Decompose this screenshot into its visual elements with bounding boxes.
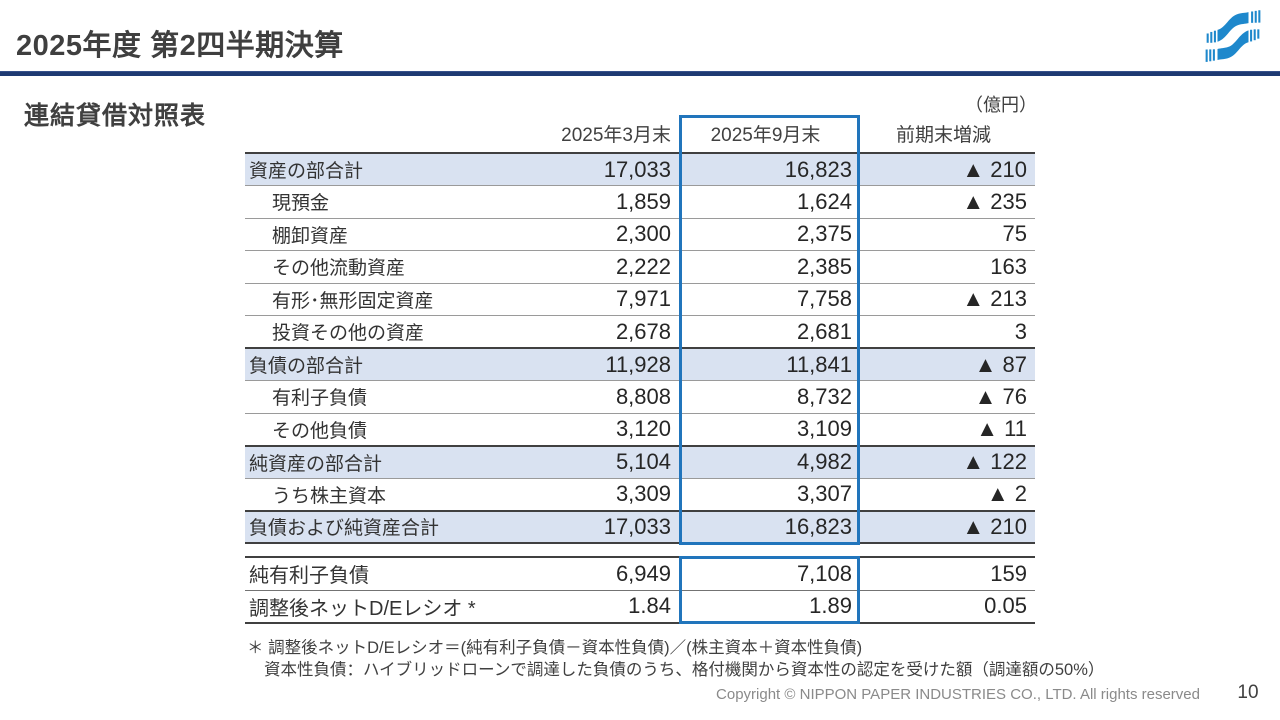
value-change: ▲ 210 (860, 153, 1035, 186)
value-march-end: 6,949 (445, 557, 679, 591)
table-row: 純資産の部合計 5,104 4,982 ▲ 122 (245, 445, 1035, 479)
table-row: 資産の部合計 17,033 16,823 ▲ 210 (245, 153, 1035, 186)
value-september-end: 2,375 (679, 218, 860, 251)
value-change: ▲ 122 (860, 445, 1035, 479)
value-march-end: 3,120 (445, 413, 679, 447)
table-row: 現預金 1,859 1,624 ▲ 235 (245, 185, 1035, 219)
table-row: 調整後ネットD/Eレシオ * 1.84 1.89 0.05 (245, 590, 1035, 624)
value-march-end: 3,309 (445, 478, 679, 512)
value-march-end: 8,808 (445, 380, 679, 414)
value-september-end: 8,732 (679, 380, 860, 414)
value-september-end: 16,823 (679, 510, 860, 544)
row-label: 有形･無形固定資産 (245, 283, 445, 316)
value-september-end: 7,758 (679, 283, 860, 316)
table-row: その他流動資産 2,222 2,385 163 (245, 250, 1035, 284)
header-september-end: 2025年9月末 (679, 115, 860, 154)
metrics-table: 純有利子負債 6,949 7,108 159 調整後ネットD/Eレシオ * 1.84 1.8… (245, 556, 1035, 624)
row-label: 投資その他の資産 (245, 315, 445, 349)
value-change: ▲ 11 (860, 413, 1035, 447)
value-change: 163 (860, 250, 1035, 284)
value-march-end: 1.84 (445, 590, 679, 624)
value-september-end: 3,109 (679, 413, 860, 447)
table-row: うち株主資本 3,309 3,307 ▲ 2 (245, 478, 1035, 512)
value-change: ▲ 76 (860, 380, 1035, 414)
footnote-de-ratio-formula: ＊ 調整後ネットD/Eレシオ＝(純有利子負債－資本性負債)／(株主資本＋資本性負… (247, 639, 863, 657)
row-label: 調整後ネットD/Eレシオ * (245, 590, 476, 624)
nippon-paper-logo-icon (1205, 10, 1261, 62)
unit-label: （億円） (965, 95, 1037, 115)
table-row: その他負債 3,120 3,109 ▲ 11 (245, 413, 1035, 447)
table-row: 純有利子負債 6,949 7,108 159 (245, 557, 1035, 591)
value-september-end: 16,823 (679, 153, 860, 186)
value-september-end: 1,624 (679, 185, 860, 219)
value-september-end: 2,385 (679, 250, 860, 284)
row-label: その他流動資産 (245, 250, 445, 284)
section-heading: 連結貸借対照表 (24, 102, 207, 130)
footnote-hybrid-loan: 資本性負債：ハイブリッドローンで調達した負債のうち、格付機関から資本性の認定を受… (264, 661, 1105, 679)
copyright-text: Copyright © NIPPON PAPER INDUSTRIES CO.,… (716, 686, 1200, 703)
row-label: 棚卸資産 (245, 218, 445, 251)
slide-title: 2025年度 第2四半期決算 (16, 30, 344, 62)
value-march-end: 1,859 (445, 185, 679, 219)
value-september-end: 3,307 (679, 478, 860, 512)
title-divider (0, 71, 1280, 76)
table-row: 投資その他の資産 2,678 2,681 3 (245, 315, 1035, 349)
value-march-end: 7,971 (445, 283, 679, 316)
value-change: 0.05 (860, 590, 1035, 624)
header-march-end: 2025年3月末 (445, 115, 679, 154)
row-label: 有利子負債 (245, 380, 445, 414)
header-label-spacer (245, 115, 445, 154)
value-september-end: 7,108 (679, 557, 860, 591)
page-number: 10 (1237, 682, 1259, 703)
value-march-end: 5,104 (445, 445, 679, 479)
table-row: 負債の部合計 11,928 11,841 ▲ 87 (245, 348, 1035, 381)
table-row: 棚卸資産 2,300 2,375 75 (245, 218, 1035, 251)
value-march-end: 2,222 (445, 250, 679, 284)
value-march-end: 17,033 (445, 153, 679, 186)
value-september-end: 1.89 (679, 590, 860, 624)
value-change: 159 (860, 557, 1035, 591)
row-label: うち株主資本 (245, 478, 445, 512)
value-change: ▲ 2 (860, 478, 1035, 512)
value-change: 3 (860, 315, 1035, 349)
row-label: 純有利子負債 (245, 557, 445, 591)
value-change: ▲ 87 (860, 348, 1035, 381)
header-change: 前期末増減 (860, 115, 1035, 154)
value-march-end: 2,678 (445, 315, 679, 349)
value-september-end: 2,681 (679, 315, 860, 349)
row-label: その他負債 (245, 413, 445, 447)
row-label: 資産の部合計 (245, 153, 445, 186)
balance-sheet-table: 2025年3月末 2025年9月末 前期末増減 資産の部合計 17,033 16,8… (245, 115, 1035, 544)
row-label: 負債の部合計 (245, 348, 445, 381)
value-september-end: 11,841 (679, 348, 860, 381)
table-row: 有形･無形固定資産 7,971 7,758 ▲ 213 (245, 283, 1035, 316)
row-label: 純資産の部合計 (245, 445, 445, 479)
row-label: 負債および純資産合計 (245, 510, 445, 544)
table-header-row: 2025年3月末 2025年9月末 前期末増減 (245, 115, 1035, 154)
value-change: ▲ 210 (860, 510, 1035, 544)
value-change: ▲ 213 (860, 283, 1035, 316)
row-label: 現預金 (245, 185, 445, 219)
value-march-end: 2,300 (445, 218, 679, 251)
value-march-end: 17,033 (445, 510, 679, 544)
table-row: 負債および純資産合計 17,033 16,823 ▲ 210 (245, 510, 1035, 544)
value-september-end: 4,982 (679, 445, 860, 479)
table-row: 有利子負債 8,808 8,732 ▲ 76 (245, 380, 1035, 414)
value-march-end: 11,928 (445, 348, 679, 381)
value-change: 75 (860, 218, 1035, 251)
value-change: ▲ 235 (860, 185, 1035, 219)
